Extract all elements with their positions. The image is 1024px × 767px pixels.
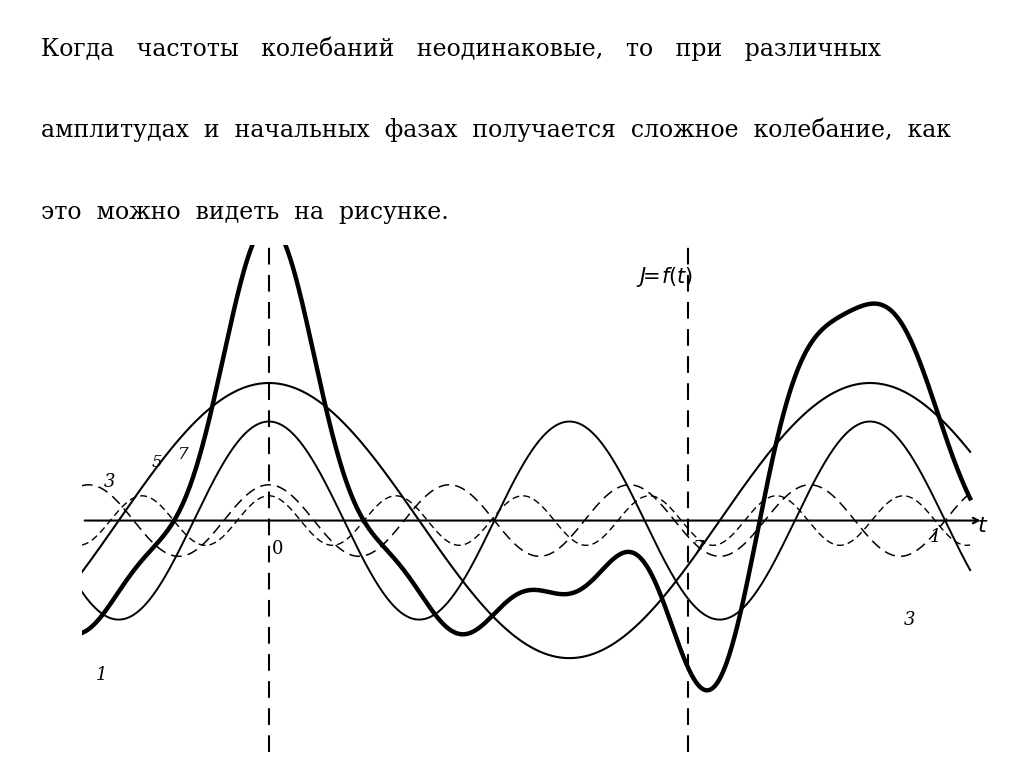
Text: это  можно  видеть  на  рисунке.: это можно видеть на рисунке. (41, 201, 449, 224)
Text: 1: 1 (930, 528, 941, 546)
Text: Когда   частоты   колебаний   неодинаковые,   то   при   различных: Когда частоты колебаний неодинаковые, то… (41, 37, 881, 61)
Text: 7: 7 (693, 540, 705, 558)
Text: 7: 7 (178, 446, 188, 463)
Text: 3: 3 (903, 611, 914, 629)
Text: 1: 1 (95, 666, 106, 683)
Text: 0: 0 (272, 540, 284, 558)
Text: $J\!\!=\!f(t)$: $J\!\!=\!f(t)$ (636, 265, 693, 289)
Text: 3: 3 (103, 473, 116, 491)
Text: $t$: $t$ (977, 516, 988, 536)
Text: амплитудах  и  начальных  фазах  получается  сложное  колебание,  как: амплитудах и начальных фазах получается … (41, 118, 951, 143)
Text: 5: 5 (152, 454, 162, 471)
